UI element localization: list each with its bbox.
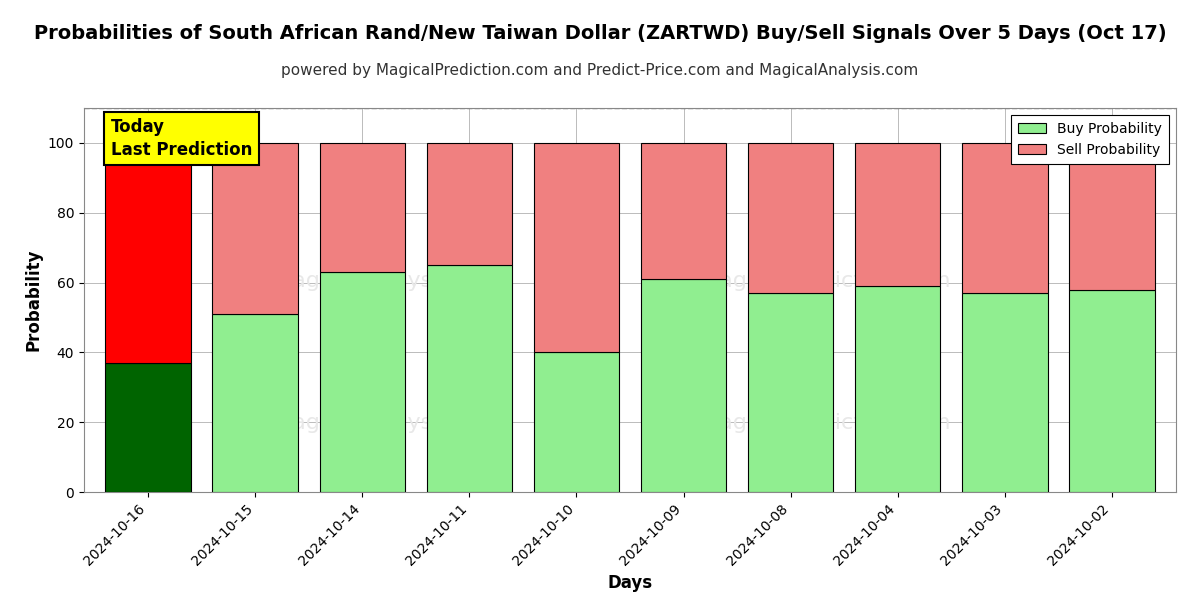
Bar bbox=[426, 143, 512, 265]
Bar bbox=[962, 293, 1048, 492]
Text: Probabilities of South African Rand/New Taiwan Dollar (ZARTWD) Buy/Sell Signals : Probabilities of South African Rand/New … bbox=[34, 24, 1166, 43]
Bar bbox=[748, 143, 834, 293]
Text: MagicalAnalysis.com: MagicalAnalysis.com bbox=[274, 271, 505, 291]
Text: MagicalAnalysis.com: MagicalAnalysis.com bbox=[274, 413, 505, 433]
Bar bbox=[748, 293, 834, 492]
Bar bbox=[106, 143, 191, 363]
Text: Today
Last Prediction: Today Last Prediction bbox=[110, 118, 252, 158]
Bar bbox=[426, 265, 512, 492]
Bar bbox=[212, 314, 298, 492]
Bar bbox=[962, 143, 1048, 293]
Legend: Buy Probability, Sell Probability: Buy Probability, Sell Probability bbox=[1012, 115, 1169, 164]
Bar bbox=[534, 352, 619, 492]
Bar bbox=[854, 286, 941, 492]
Bar bbox=[641, 279, 726, 492]
Bar bbox=[106, 363, 191, 492]
Bar bbox=[1069, 143, 1154, 290]
Text: powered by MagicalPrediction.com and Predict-Price.com and MagicalAnalysis.com: powered by MagicalPrediction.com and Pre… bbox=[281, 63, 919, 78]
Bar bbox=[212, 143, 298, 314]
Y-axis label: Probability: Probability bbox=[24, 249, 42, 351]
Text: MagicalPrediction.com: MagicalPrediction.com bbox=[701, 271, 952, 291]
X-axis label: Days: Days bbox=[607, 574, 653, 592]
Bar bbox=[641, 143, 726, 279]
Text: MagicalPrediction.com: MagicalPrediction.com bbox=[701, 413, 952, 433]
Bar bbox=[319, 143, 406, 272]
Bar bbox=[854, 143, 941, 286]
Bar bbox=[319, 272, 406, 492]
Bar bbox=[534, 143, 619, 352]
Bar bbox=[1069, 290, 1154, 492]
